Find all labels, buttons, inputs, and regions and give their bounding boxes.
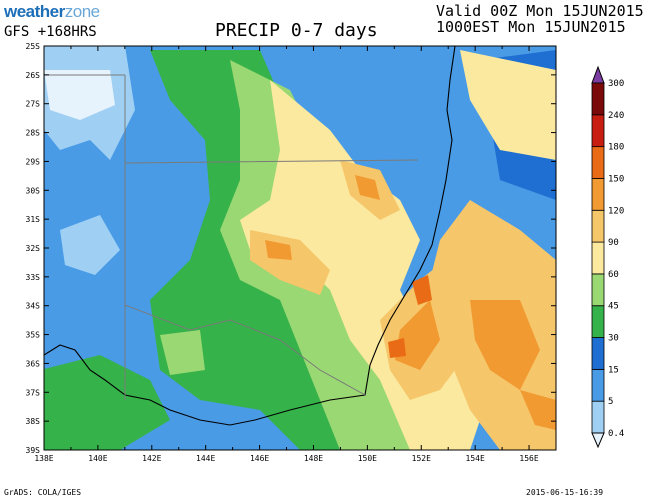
legend-label-5: 5 bbox=[608, 397, 613, 407]
lat-label-37S: 37S bbox=[26, 388, 41, 397]
legend-label-120: 120 bbox=[608, 206, 624, 216]
lat-label-28S: 28S bbox=[26, 129, 41, 138]
legend-label-0.4: 0.4 bbox=[608, 429, 624, 439]
legend-swatch bbox=[591, 305, 605, 338]
lon-label-142E: 142E bbox=[142, 454, 161, 463]
lat-label-31S: 31S bbox=[26, 215, 41, 224]
model-label: GFS +168HRS bbox=[4, 24, 97, 40]
lat-label-38S: 38S bbox=[26, 417, 41, 426]
lon-label-148E: 148E bbox=[304, 454, 323, 463]
lon-label-144E: 144E bbox=[196, 454, 215, 463]
legend-label-45: 45 bbox=[608, 302, 619, 312]
legend-label-150: 150 bbox=[608, 174, 624, 184]
lat-label-35S: 35S bbox=[26, 331, 41, 340]
legend-swatch bbox=[591, 178, 605, 211]
lat-label-30S: 30S bbox=[26, 186, 41, 195]
logo-part1: weather bbox=[4, 2, 65, 21]
lat-label-32S: 32S bbox=[26, 244, 41, 253]
latitude-labels: 25S 26S 27S 28S 29S 30S 31S 32S 33S 34S 35S 36S 37S 3… bbox=[26, 42, 41, 455]
map-title: PRECIP 0-7 days bbox=[215, 20, 378, 41]
lon-label-156E: 156E bbox=[519, 454, 538, 463]
lat-label-25S: 25S bbox=[26, 42, 41, 51]
lon-label-154E: 154E bbox=[466, 454, 485, 463]
lat-label-33S: 33S bbox=[26, 273, 41, 282]
legend-swatch bbox=[591, 337, 605, 370]
legend-swatch bbox=[591, 273, 605, 307]
lon-label-140E: 140E bbox=[88, 454, 107, 463]
lon-label-150E: 150E bbox=[358, 454, 377, 463]
valid-time-local: 1000EST Mon 15JUN2015 bbox=[436, 18, 626, 36]
lon-label-138E: 138E bbox=[34, 454, 53, 463]
lon-label-146E: 146E bbox=[250, 454, 269, 463]
render-timestamp: 2015-06-15-16:39 bbox=[526, 488, 604, 497]
legend-top-arrow bbox=[591, 65, 605, 84]
legend-swatch bbox=[591, 114, 605, 148]
grads-credit: GrADS: COLA/IGES bbox=[4, 488, 82, 497]
legend-swatch bbox=[591, 82, 605, 116]
legend-swatch bbox=[591, 146, 605, 179]
legend-swatch bbox=[591, 400, 605, 434]
legend-label-240: 240 bbox=[608, 111, 624, 121]
legend-label-300: 300 bbox=[608, 79, 624, 89]
legend-label-30: 30 bbox=[608, 334, 619, 344]
longitude-labels: 138E 140E 142E 144E 146E 148E 150E 152E 154E 156E bbox=[34, 454, 539, 463]
lon-label-152E: 152E bbox=[412, 454, 431, 463]
precip-legend: 0.4 5 15 30 45 60 90 120 150 180 240 300 bbox=[591, 65, 624, 449]
coastline-borders bbox=[44, 46, 456, 426]
lat-label-27S: 27S bbox=[26, 100, 41, 109]
lat-label-34S: 34S bbox=[26, 302, 41, 311]
legend-bottom-arrow bbox=[591, 432, 605, 449]
legend-swatch bbox=[591, 241, 605, 275]
legend-label-180: 180 bbox=[608, 143, 624, 153]
logo-part2: zone bbox=[64, 2, 100, 21]
valid-time-utc: Valid 00Z Mon 15JUN2015 bbox=[436, 2, 644, 20]
lat-label-36S: 36S bbox=[26, 359, 41, 368]
weatherzone-logo: weatherzone bbox=[4, 2, 100, 22]
lat-label-29S: 29S bbox=[26, 157, 41, 166]
legend-label-15: 15 bbox=[608, 365, 619, 375]
legend-label-90: 90 bbox=[608, 238, 619, 248]
legend-swatch bbox=[591, 209, 605, 243]
axis-ticks bbox=[43, 45, 557, 451]
legend-swatch bbox=[591, 368, 605, 402]
lat-label-26S: 26S bbox=[26, 71, 41, 80]
legend-label-60: 60 bbox=[608, 270, 619, 280]
lat-label-39S: 39S bbox=[26, 446, 41, 455]
precip-field bbox=[44, 46, 556, 450]
